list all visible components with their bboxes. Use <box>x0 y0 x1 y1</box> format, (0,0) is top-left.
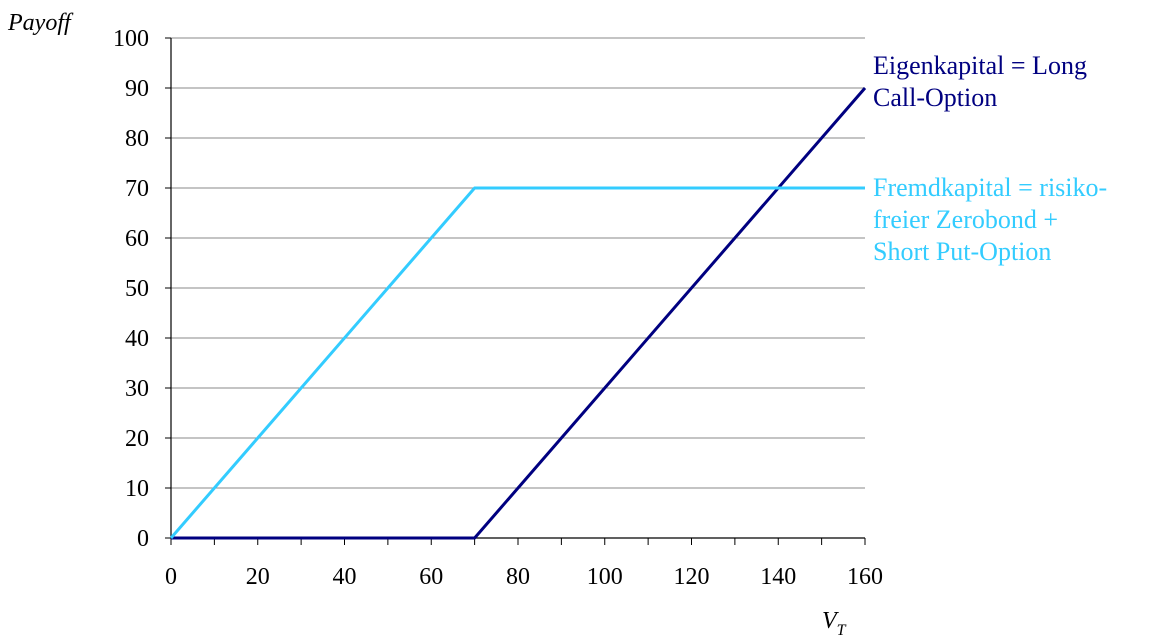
x-tick-label: 20 <box>246 564 270 590</box>
series-label-line: Fremdkapital = risiko- <box>873 173 1107 202</box>
series-line-0 <box>171 87 867 540</box>
series-lines <box>169 87 867 540</box>
x-tick-label: 60 <box>419 564 443 590</box>
y-tick-label: 0 <box>137 526 149 552</box>
series-label-line: Eigenkapital = Long <box>873 51 1087 80</box>
y-tick-label: 60 <box>125 226 149 252</box>
y-axis-title: Payoff <box>7 10 74 36</box>
x-tick-label: 80 <box>506 564 530 590</box>
y-tick-label: 100 <box>113 26 149 52</box>
y-tick-label: 50 <box>125 276 149 302</box>
y-tick-label: 90 <box>125 76 149 102</box>
x-tick-label: 100 <box>587 564 623 590</box>
x-tick-label: 120 <box>674 564 710 590</box>
y-tick-label: 30 <box>125 376 149 402</box>
x-tick-label: 40 <box>333 564 357 590</box>
series-labels: Eigenkapital = Long Call-Option Fremdkapit… <box>873 51 1107 266</box>
series-label-line: freier Zerobond + <box>873 205 1058 234</box>
series-line-1 <box>169 186 865 539</box>
ticks: 0 10 20 30 40 50 60 70 80 90 100 0 20 40 60 80 100 120 140… <box>113 26 883 590</box>
y-tick-label: 70 <box>125 176 149 202</box>
y-tick-label: 40 <box>125 326 149 352</box>
x-axis-title-main: V <box>822 608 839 634</box>
x-tick-label: 160 <box>847 564 883 590</box>
series-label-line: Short Put-Option <box>873 237 1051 266</box>
x-tick-label: 0 <box>165 564 177 590</box>
y-tick-label: 10 <box>125 476 149 502</box>
gridlines <box>171 37 865 489</box>
series-label-line: Call-Option <box>873 83 997 112</box>
x-tick-label: 140 <box>760 564 796 590</box>
x-axis-title-subscript: T <box>837 622 847 639</box>
y-tick-label: 20 <box>125 426 149 452</box>
x-axis-title: VT <box>822 608 847 639</box>
y-tick-label: 80 <box>125 126 149 152</box>
